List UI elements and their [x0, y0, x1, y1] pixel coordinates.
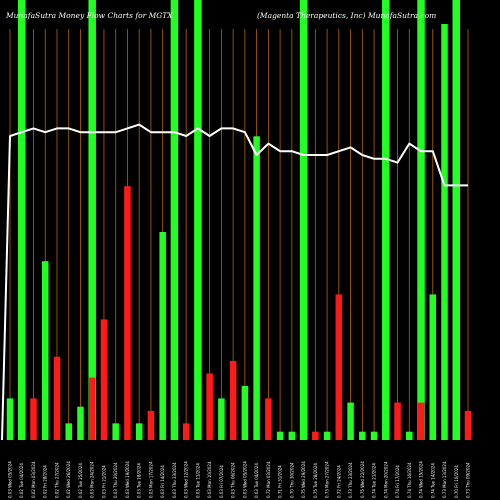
x-tick-label: 0.75 Wed 29/2024: [301, 461, 306, 498]
bar: [182, 423, 190, 440]
bar: [300, 435, 307, 440]
bar: [53, 356, 61, 440]
x-tick-label: 0.70 Thu 30/2024: [289, 462, 294, 498]
x-tick-label: 0.73 Mon 27/2024: [325, 461, 330, 498]
flow-line: [1, 123, 468, 441]
x-tick-label: 0.03 Thu 20/2024: [113, 462, 118, 498]
bar: [194, 323, 202, 440]
x-tick-label: 0.70 Fri 10/2024: [454, 465, 459, 498]
chart-title-left: MunafaSutra Money Flow Charts for MGTX: [5, 11, 173, 20]
x-tick-label: 0.03 Tue 18/2024: [137, 463, 142, 498]
x-tick-label: 0.02 Fri 28/2024: [43, 465, 48, 498]
x-tick-label: 0.75 Wed 22/2024: [360, 461, 365, 498]
tall-marker: [194, 0, 202, 440]
x-tick-label: 0.74 Thu 16/2024: [407, 462, 412, 498]
x-tick-label: 0.02 Thu 27/2024: [54, 462, 59, 498]
bar: [30, 398, 37, 440]
bar: [112, 423, 119, 440]
bar: [6, 398, 14, 440]
x-tick-label: 0.02 Tue 04/2024: [19, 463, 24, 498]
bar: [206, 373, 213, 440]
x-tick-label: 0.03 Fri 14/2024: [160, 465, 165, 498]
bar: [394, 402, 401, 440]
bar: [359, 431, 366, 440]
x-tick-label: 0.73 Thu 09/2024: [466, 462, 471, 498]
x-tick-label: 0.74 Fri 17/2024: [395, 465, 400, 498]
bar: [41, 261, 49, 440]
x-tick-label: 0.03 Wed 19/2024: [125, 461, 130, 498]
x-tick-label: 0.74 Wed 15/2024: [419, 461, 424, 498]
bar: [218, 398, 225, 440]
bar: [288, 431, 296, 440]
bar: [406, 431, 413, 440]
bar: [229, 360, 237, 440]
x-tick-labels: 0.03 Wed 05/2024 0.02 Tue 04/2024 0.02 Mon…: [8, 461, 471, 498]
bar: [18, 302, 25, 440]
x-tick-label: 0.03 Mon 10/2024: [207, 461, 212, 498]
x-tick-label: 0.72 Mon 03/2024: [266, 461, 271, 498]
x-tick-label: 0.03 Fri 07/2024: [219, 465, 224, 498]
x-tick-label: 0.03 Wed 12/2024: [184, 461, 189, 498]
bar: [253, 136, 260, 440]
bar: [88, 377, 96, 440]
bar: [265, 398, 272, 440]
bar: [135, 423, 143, 440]
x-tick-label: 0.03 Thu 06/2024: [231, 462, 236, 498]
bar: [124, 186, 131, 440]
bar-series: [6, 24, 472, 440]
x-tick-label: 0.03 Wed 05/2024: [242, 461, 247, 498]
x-tick-label: 0.03 Mon 17/2024: [148, 461, 153, 498]
bar: [453, 24, 460, 440]
bar: [100, 319, 108, 440]
bar: [276, 431, 284, 440]
bar: [417, 402, 425, 440]
x-tick-label: 0.71 Fri 31/2024: [278, 465, 283, 498]
bar: [312, 431, 319, 440]
x-tick-label: 0.73 Mon 13/2024: [442, 461, 447, 498]
x-tick-label: 0.03 Tue 04/2024: [254, 463, 259, 498]
bar: [65, 423, 72, 440]
bar: [335, 294, 343, 440]
bar: [241, 385, 249, 440]
flow-line-path: [1, 123, 468, 441]
bar: [429, 294, 437, 440]
bar: [441, 24, 448, 440]
x-tick-label: 0.03 Tue 11/2024: [195, 463, 200, 498]
x-tick-label: 0.74 Mon 20/2024: [383, 461, 388, 498]
tall-marker: [417, 0, 425, 440]
chart-title-right: (Magenta Therapeutics, Inc) MunafaSutra.…: [257, 11, 436, 20]
tall-marker: [88, 0, 96, 440]
bar: [171, 286, 178, 440]
bar: [159, 232, 166, 440]
bar: [323, 431, 331, 440]
x-tick-label: 0.02 Wed 26/2024: [66, 461, 71, 498]
tall-marker: [170, 0, 179, 440]
bar: [347, 402, 354, 440]
bar: [77, 406, 84, 440]
x-tick-label: 0.03 Fri 21/2024: [101, 465, 106, 498]
x-tick-label: 0.03 Mon 24/2024: [90, 461, 95, 498]
bar: [464, 410, 472, 440]
x-tick-label: 0.02 Mon 03/2024: [31, 461, 36, 498]
x-tick-label: 0.03 Thu 13/2024: [172, 462, 177, 498]
x-tick-label: 0.73 Thu 23/2024: [348, 462, 353, 498]
tall-marker: [299, 0, 308, 440]
bar: [370, 431, 378, 440]
tall-marker: [17, 0, 26, 440]
x-tick-label: 0.03 Wed 05/2024: [8, 461, 13, 498]
x-tick-label: 0.02 Tue 25/2024: [78, 463, 83, 498]
x-tick-label: 0.74 Tue 14/2024: [430, 463, 435, 498]
bar: [147, 410, 155, 440]
bar: [382, 410, 390, 440]
tall-marker: [382, 0, 390, 440]
x-tick-label: 0.75 Tue 28/2024: [313, 463, 318, 498]
x-tick-label: 0.74 Tue 21/2024: [372, 463, 377, 498]
x-tick-label: 0.72 Fri 24/2024: [336, 465, 341, 498]
